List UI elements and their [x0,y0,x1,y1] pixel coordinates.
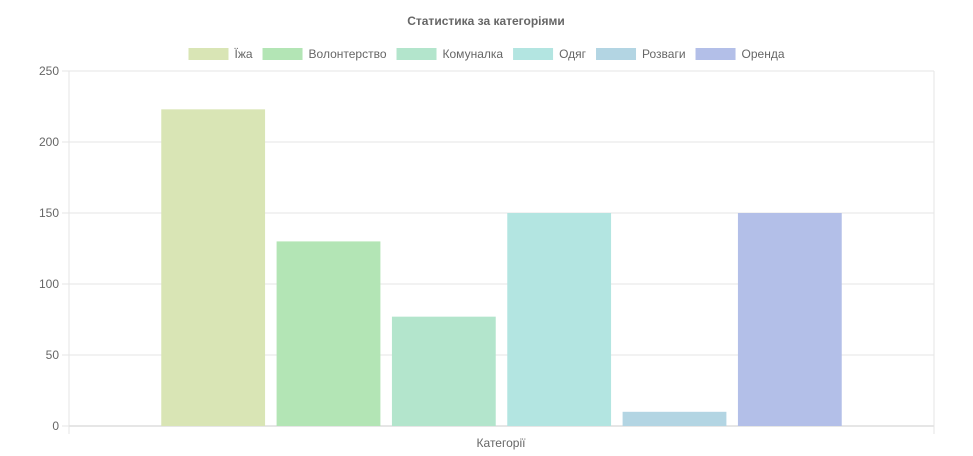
legend-item[interactable]: Оренда [695,47,785,61]
y-tick-label: 150 [39,206,59,220]
legend-item[interactable]: Одяг [513,47,587,61]
axes: 0 50 100 150 200 250 [39,64,935,434]
legend-label: Розваги [642,47,686,61]
bar-1[interactable] [161,109,266,426]
legend-label: Оренда [742,47,785,61]
legend-label: Комуналка [443,47,504,61]
legend-label: Одяг [559,47,587,61]
legend-item[interactable]: Розваги [596,47,686,61]
legend-swatch [188,48,229,60]
y-tick-label: 0 [52,419,59,433]
legend-swatch [596,48,637,60]
bars [161,109,842,426]
bar-3[interactable] [391,316,496,426]
legend-swatch [513,48,554,60]
y-tick-label: 200 [39,135,59,149]
bar-2[interactable] [276,241,381,426]
legend: Їжа Волонтерство Комуналка Одяг Розваги Оренд… [188,47,785,61]
legend-swatch [695,48,736,60]
chart-title: Статистика за категоріями [407,14,565,28]
legend-label: Їжа [234,47,252,61]
legend-item[interactable]: Їжа [188,47,253,61]
y-tick-label: 50 [46,348,60,362]
legend-label: Волонтерство [309,47,387,61]
y-tick-label: 250 [39,64,59,78]
bar-5[interactable] [622,411,727,426]
legend-item[interactable]: Волонтерство [262,47,387,61]
legend-swatch [262,48,303,60]
legend-item[interactable]: Комуналка [396,47,504,61]
legend-swatch [396,48,437,60]
bar-4[interactable] [507,213,612,426]
x-axis-title: Категорії [477,436,527,450]
bar-6[interactable] [737,213,842,426]
y-tick-label: 100 [39,277,59,291]
